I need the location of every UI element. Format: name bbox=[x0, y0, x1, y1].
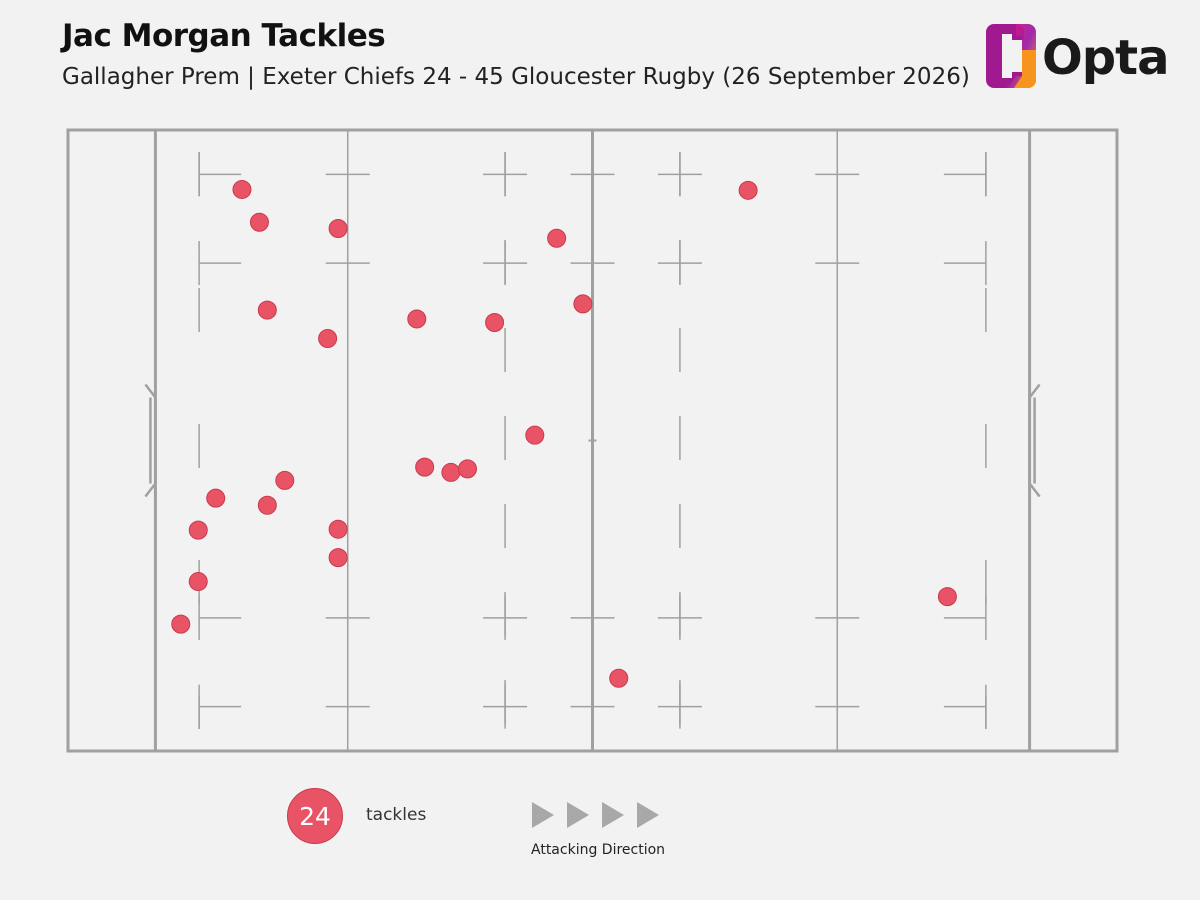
tackle-point bbox=[232, 179, 252, 199]
tackle-point bbox=[415, 457, 435, 477]
tackle-point bbox=[206, 488, 226, 508]
arrow-icon bbox=[567, 802, 589, 828]
opta-logo: Opta bbox=[982, 20, 1172, 96]
page-title: Jac Morgan Tackles bbox=[62, 18, 386, 54]
pitch-lines bbox=[66, 128, 1119, 753]
tackle-point bbox=[407, 309, 427, 329]
tackle-point bbox=[275, 470, 295, 490]
tackle-point bbox=[328, 519, 348, 539]
tackle-point bbox=[328, 548, 348, 568]
tackle-point bbox=[249, 212, 269, 232]
goal-posts bbox=[144, 383, 157, 498]
arrow-icon bbox=[532, 802, 554, 828]
tackle-point bbox=[171, 614, 191, 634]
tackle-point bbox=[257, 495, 277, 515]
tackle-point bbox=[609, 668, 629, 688]
tackle-count-label: tackles bbox=[366, 805, 427, 825]
arrow-icon bbox=[637, 802, 659, 828]
tackle-point bbox=[441, 462, 461, 482]
tackle-count-badge: 24 bbox=[287, 788, 343, 844]
opta-logo-icon bbox=[986, 24, 1036, 88]
tackle-point bbox=[328, 218, 348, 238]
tackle-point bbox=[318, 328, 338, 348]
arrow-icon bbox=[602, 802, 624, 828]
tackle-point bbox=[738, 180, 758, 200]
tackle-point bbox=[257, 300, 277, 320]
tackle-point bbox=[188, 520, 208, 540]
tackle-points bbox=[171, 179, 957, 688]
opta-logo-text: Opta bbox=[1042, 30, 1169, 86]
tackle-point bbox=[547, 228, 567, 248]
goal-posts bbox=[1028, 383, 1041, 498]
tackle-point bbox=[457, 459, 477, 479]
tackle-point bbox=[485, 313, 505, 333]
page-subtitle: Gallagher Prem | Exeter Chiefs 24 - 45 G… bbox=[62, 64, 970, 90]
attacking-direction-arrows bbox=[532, 802, 659, 828]
tackle-point bbox=[937, 587, 957, 607]
tackle-point bbox=[188, 572, 208, 592]
attacking-direction-label: Attacking Direction bbox=[531, 842, 666, 858]
tackle-point bbox=[573, 294, 593, 314]
tackle-point bbox=[525, 425, 545, 445]
